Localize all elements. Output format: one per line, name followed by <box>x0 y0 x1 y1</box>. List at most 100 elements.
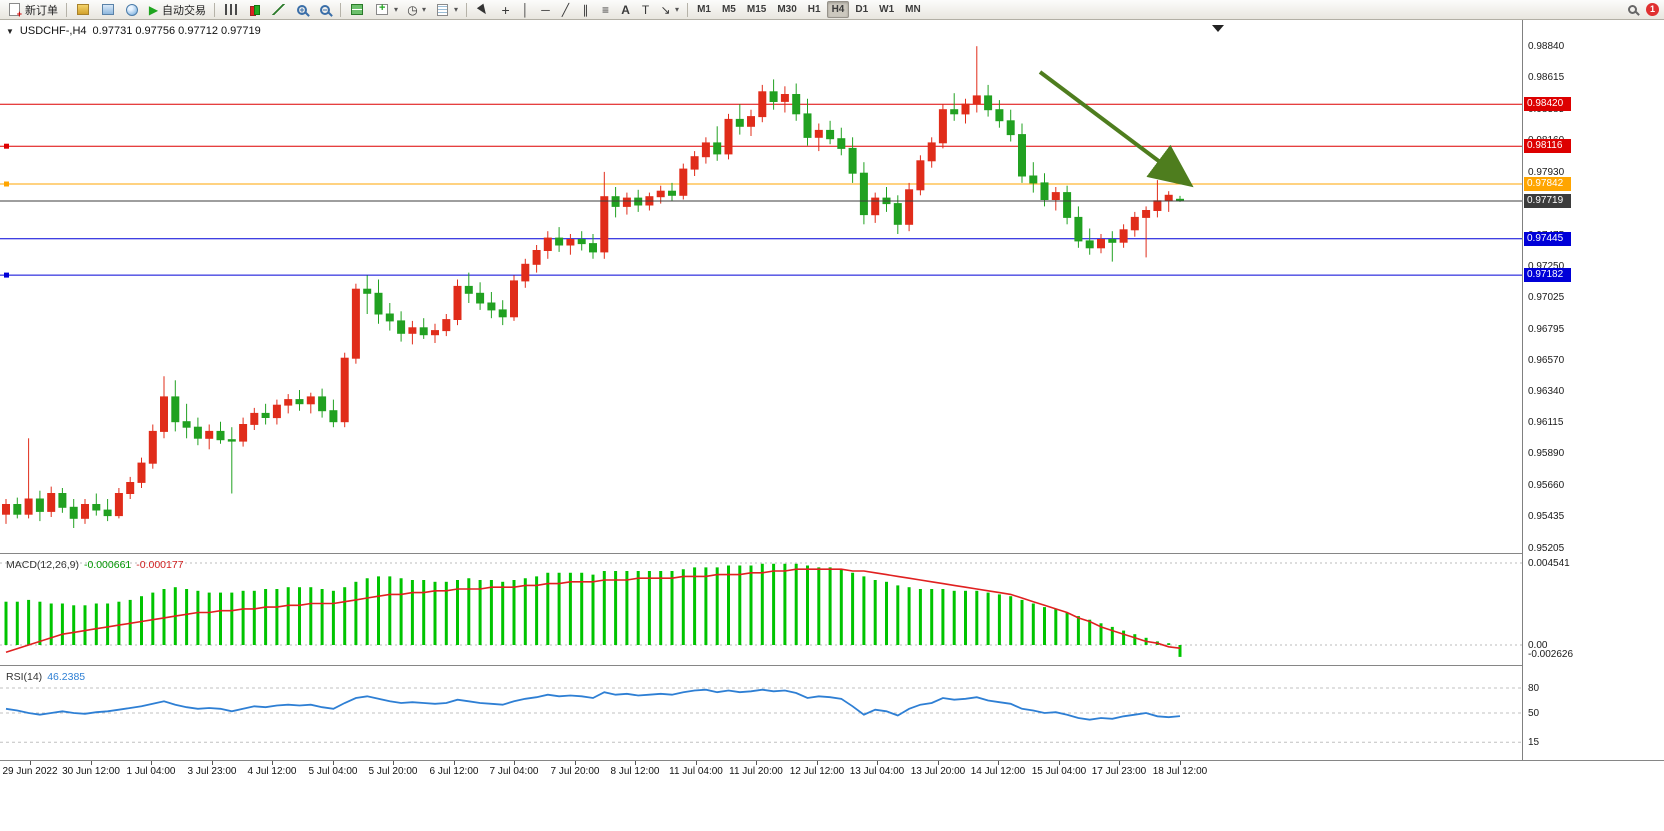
time-tick <box>696 761 697 765</box>
search-button[interactable] <box>1622 1 1643 19</box>
main-toolbar: 新订单 ▶ 自动交易 + − ▾ ◷▾ ▾ + │ ─ ╱ ∥ ≡ A T ↘▾… <box>0 0 1664 20</box>
candlestick-chart-icon <box>249 4 261 16</box>
price-line-badge: 0.97719 <box>1524 194 1571 208</box>
time-axis-label: 30 Jun 12:00 <box>62 766 120 777</box>
price-tick-label: 0.95435 <box>1528 511 1565 522</box>
time-axis-label: 5 Jul 04:00 <box>308 766 358 777</box>
time-tick <box>212 761 213 765</box>
data-window-button[interactable] <box>96 1 120 19</box>
periods-button[interactable]: ◷ ▾ <box>403 1 430 19</box>
price-axis[interactable]: 0.988400.986150.983850.981600.979300.977… <box>1522 20 1664 760</box>
text-tool-icon: A <box>621 2 630 17</box>
search-icon <box>1628 5 1637 14</box>
timeframe-m15-button[interactable]: M15 <box>742 1 771 18</box>
vertical-line-icon: │ <box>521 2 530 17</box>
line-chart-button[interactable] <box>267 1 290 19</box>
new-order-icon <box>9 3 22 19</box>
price-tick-label: 0.97930 <box>1528 167 1565 178</box>
timeframe-d1-button[interactable]: D1 <box>850 1 873 18</box>
price-tick-label: 0.96115 <box>1528 417 1564 428</box>
price-tick-label: 0.95205 <box>1528 543 1565 554</box>
time-axis-label: 1 Jul 04:00 <box>126 766 176 777</box>
macd-main-value: -0.000661 <box>83 559 132 571</box>
time-tick <box>938 761 939 765</box>
arrows-tool-button[interactable]: ↘ ▾ <box>656 1 683 19</box>
candlestick-chart-button[interactable] <box>244 1 266 19</box>
chart-title: ▼ USDCHF-,H4 0.97731 0.97756 0.97712 0.9… <box>6 25 261 37</box>
macd-signal-value: -0.000177 <box>136 559 184 571</box>
clock-icon: ◷ <box>407 2 418 17</box>
time-axis-label: 15 Jul 04:00 <box>1031 766 1087 777</box>
rsi-panel-divider[interactable] <box>0 665 1664 666</box>
time-tick <box>877 761 878 765</box>
zoom-out-button[interactable]: − <box>314 1 336 19</box>
price-tick-label: 0.95890 <box>1528 448 1565 459</box>
toolbar-separator <box>687 2 689 17</box>
trendline-icon: ╱ <box>561 2 570 17</box>
bar-chart-icon <box>225 4 237 15</box>
price-tick-label: 0.98615 <box>1528 72 1565 83</box>
time-tick <box>998 761 999 765</box>
indicators-button[interactable]: ▾ <box>370 1 402 19</box>
price-line-badge: 0.97842 <box>1524 177 1571 191</box>
price-tick-label: 0.95660 <box>1528 480 1565 491</box>
cursor-tool-button[interactable] <box>471 1 495 19</box>
templates-button[interactable]: ▾ <box>431 1 462 19</box>
trendline-tool-button[interactable]: ╱ <box>556 1 575 19</box>
chart-ohlc: 0.97731 0.97756 0.97712 0.97719 <box>92 25 261 37</box>
time-axis-label: 5 Jul 20:00 <box>368 766 418 777</box>
label-tool-button[interactable]: T <box>636 1 655 19</box>
timeframe-m5-button[interactable]: M5 <box>717 1 741 18</box>
rsi-level-label: 50 <box>1528 708 1540 719</box>
new-order-label: 新订单 <box>25 4 58 17</box>
tile-windows-button[interactable] <box>345 1 369 19</box>
market-watch-button[interactable] <box>71 1 95 19</box>
price-line-badge: 0.97182 <box>1524 268 1571 282</box>
text-tool-button[interactable]: A <box>616 1 635 19</box>
time-axis[interactable]: 29 Jun 2022 30 Jun 12:00 1 Jul 04:00 3 Jul … <box>0 761 1664 783</box>
zoom-out-icon: − <box>320 4 330 15</box>
new-order-button[interactable]: 新订单 <box>3 1 62 19</box>
rsi-level-label: 15 <box>1528 737 1540 748</box>
crosshair-tool-button[interactable]: + <box>496 1 515 19</box>
timeframe-w1-button[interactable]: W1 <box>874 1 899 18</box>
timeframe-mn-button[interactable]: MN <box>900 1 926 18</box>
dropdown-caret-icon: ▾ <box>422 5 427 14</box>
bar-chart-button[interactable] <box>219 1 243 19</box>
autotrading-button[interactable]: ▶ 自动交易 <box>144 1 210 19</box>
timeframe-m1-button[interactable]: M1 <box>692 1 716 18</box>
vertical-line-tool-button[interactable]: │ <box>516 1 535 19</box>
rsi-level-label: 80 <box>1528 683 1540 694</box>
time-tick <box>575 761 576 765</box>
timeframe-group: M1 M5 M15 M30 H1 H4 D1 W1 MN <box>692 1 926 18</box>
tile-windows-icon <box>351 4 363 15</box>
time-axis-label: 11 Jul 20:00 <box>729 766 783 777</box>
timeframe-m30-button[interactable]: M30 <box>772 1 801 18</box>
website-button[interactable] <box>121 1 143 19</box>
time-tick <box>454 761 455 765</box>
macd-label: MACD(12,26,9) -0.000661 -0.000177 <box>6 559 184 571</box>
chart-menu-icon[interactable]: ▼ <box>6 26 14 36</box>
fibonacci-tool-button[interactable]: ≡ <box>596 1 615 19</box>
price-tick-label: 0.97250 <box>1528 261 1565 272</box>
time-axis-label: 8 Jul 12:00 <box>610 766 660 777</box>
macd-panel-divider[interactable] <box>0 553 1664 554</box>
timeframe-h4-button[interactable]: H4 <box>826 1 850 18</box>
channel-tool-button[interactable]: ∥ <box>576 1 595 19</box>
price-chart-canvas[interactable] <box>0 20 1522 553</box>
market-watch-icon <box>77 4 89 15</box>
zoom-in-button[interactable]: + <box>291 1 313 19</box>
timeframe-h1-button[interactable]: H1 <box>803 1 826 18</box>
cursor-icon <box>476 3 490 16</box>
time-axis-label: 17 Jul 23:00 <box>1091 766 1147 777</box>
price-line-badge: 0.97445 <box>1524 232 1571 246</box>
time-tick <box>635 761 636 765</box>
rsi-chart-canvas[interactable] <box>0 666 1522 760</box>
macd-axis-label: 0.004541 <box>1528 558 1570 569</box>
templates-icon <box>437 3 449 16</box>
data-window-icon <box>102 4 114 15</box>
horizontal-line-tool-button[interactable]: ─ <box>536 1 555 19</box>
notification-badge[interactable]: 1 <box>1646 3 1659 16</box>
time-axis-label: 7 Jul 20:00 <box>550 766 600 777</box>
macd-chart-canvas[interactable] <box>0 554 1522 665</box>
